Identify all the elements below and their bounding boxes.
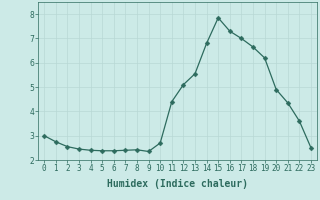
X-axis label: Humidex (Indice chaleur): Humidex (Indice chaleur) (107, 179, 248, 189)
